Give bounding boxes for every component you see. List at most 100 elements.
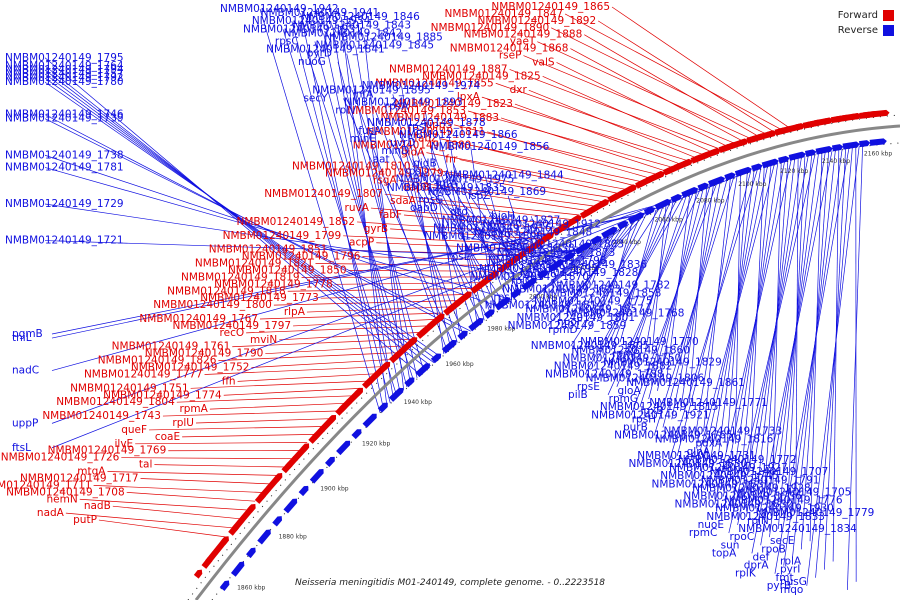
forward-callout	[140, 478, 271, 485]
forward-callout	[204, 366, 383, 375]
forward-callout	[523, 55, 735, 144]
forward-callout	[467, 110, 672, 168]
reverse-gene-label: rpsC	[275, 36, 299, 48]
legend-reverse-label: Reverse	[837, 25, 878, 36]
reverse-callout	[703, 178, 731, 432]
reverse-gene-label: NMBM01240149_1746	[5, 109, 124, 121]
forward-callout	[509, 69, 719, 149]
reverse-callout	[728, 153, 816, 534]
reverse-gene-label: NMBM01240149_1941	[261, 7, 380, 19]
reverse-callout	[44, 118, 471, 332]
kbp-tick-label: 2020 kbp	[571, 265, 599, 272]
reverse-callout	[573, 227, 623, 302]
reverse-callout	[487, 248, 586, 258]
reverse-callout	[435, 179, 522, 293]
reverse-callout	[343, 98, 455, 346]
reverse-gene	[324, 456, 335, 468]
forward-callout	[162, 410, 338, 417]
reverse-gene-label: NMBM01240149_1813	[502, 283, 621, 295]
forward-gene-label: NMBM01240149_1810	[292, 160, 411, 172]
forward-gene-label: NMBM01240149_1800	[153, 299, 272, 311]
forward-gene-label: NMBM01240149_1821	[195, 258, 314, 270]
forward-gene-label: rseP	[499, 50, 522, 62]
reverse-callout	[481, 219, 556, 269]
forward-gene-label: NMBM01240149_1851	[209, 244, 328, 256]
reverse-gene-label: NMBM01240149_1857	[525, 304, 644, 316]
reverse-callout	[582, 230, 616, 294]
reverse-gene-label: NMBM01240149_1798	[488, 255, 607, 267]
forward-callout	[79, 498, 248, 511]
reverse-gene	[510, 289, 522, 299]
reverse-gene	[257, 529, 271, 545]
forward-callout	[357, 221, 549, 235]
reverse-callout	[44, 77, 438, 361]
reverse-gene-label: NMBM01240149_1838	[456, 243, 575, 255]
forward-callout	[514, 103, 680, 165]
forward-callout	[237, 373, 375, 382]
kbp-tick-label: 1980 kbp	[487, 326, 515, 333]
reverse-gene-label: NMBM01240149_1843	[292, 19, 411, 31]
reverse-gene-label: NMBM01240149_1878	[367, 117, 486, 129]
forward-gene-label: NMBM01240149_1852	[236, 216, 355, 228]
reverse-gene-label: pdxA	[695, 438, 723, 450]
reverse-gene-label: rplO	[511, 275, 533, 287]
forward-gene	[220, 536, 229, 546]
reverse-callout	[556, 219, 637, 318]
reverse-gene-label: NMBM01240149_1873	[497, 247, 616, 259]
forward-gene-label: valS	[532, 56, 555, 68]
kbp-tick-label: 1900 kbp	[320, 485, 348, 492]
reverse-gene	[842, 141, 860, 150]
reverse-gene-label: NMBM01240149_1831	[652, 478, 771, 490]
forward-callout	[459, 159, 618, 194]
reverse-gene-label: ispZ	[468, 190, 490, 202]
forward-gene-label: NMBM01240149_1823	[394, 98, 513, 110]
forward-gene-label: dxr	[510, 84, 528, 96]
forward-gene-label: NMBM01240149_1767	[139, 313, 258, 325]
reverse-callout	[786, 156, 806, 521]
reverse-gene-label: NMBM01240149_1885	[324, 31, 443, 43]
reverse-callout	[458, 199, 539, 281]
reverse-gene	[815, 145, 833, 155]
reverse-gene	[697, 182, 709, 192]
kbp-tick-label: 2000 kbp	[529, 294, 557, 301]
reverse-callout	[749, 167, 765, 473]
reverse-callout	[44, 69, 431, 366]
reverse-gene-label: NMBM01240149_1791	[701, 474, 820, 486]
reverse-gene-label: rpsG	[419, 194, 444, 206]
forward-gene-label: NMBM01240149_1751	[70, 382, 189, 394]
forward-callout	[426, 152, 626, 190]
reverse-callout	[392, 94, 451, 349]
reverse-gene	[219, 580, 230, 591]
forward-callout	[293, 319, 435, 327]
kbp-ticks: 1860 kbp 1880 kbp 1900 kbp 1920 kbp 1940 kbp…	[237, 151, 892, 592]
forward-gene-label: NMBM01240149_1804	[56, 396, 175, 408]
legend-reverse: Reverse	[838, 23, 894, 38]
forward-gene-label: NMBM01240149_1778	[214, 278, 333, 290]
forward-gene	[572, 214, 582, 224]
forward-gene-label: NMBM01240149_1865	[491, 1, 610, 13]
forward-gene	[823, 117, 833, 125]
kbp-tick-label: 2060 kbp	[655, 217, 683, 224]
reverse-callout	[355, 45, 411, 385]
forward-gene-label: NMBM01240149_1887	[389, 63, 508, 75]
reverse-gene-label: NMBM01240149_1869	[428, 186, 547, 198]
forward-gene	[767, 130, 777, 138]
reverse-gene-label: NMBM01240149_1848	[474, 226, 593, 238]
forward-callout	[556, 62, 727, 147]
reverse-gene-label: rpoB	[761, 543, 786, 555]
forward-gene	[462, 291, 472, 300]
reverse-gene	[617, 220, 629, 230]
forward-callout	[98, 519, 226, 538]
reverse-gene-label: NMBM01240149_1815	[600, 401, 719, 413]
reverse-gene-label: ftsL	[12, 442, 31, 454]
reverse-callout	[847, 145, 863, 590]
reverse-gene-label: NMBM01240149_1856	[431, 141, 550, 153]
forward-gene-label: NMBM01240149_1743	[42, 410, 161, 422]
forward-gene	[870, 109, 890, 118]
reverse-gene-label: NMBM01240149_1845	[316, 40, 435, 52]
reverse-gene-label: NMBM01240149_1736	[683, 491, 802, 503]
forward-callout	[454, 124, 657, 175]
forward-gene-label: putP	[73, 514, 97, 526]
reverse-gene-label: NMBM01240149_1733	[664, 426, 783, 438]
reverse-callout	[806, 146, 860, 586]
